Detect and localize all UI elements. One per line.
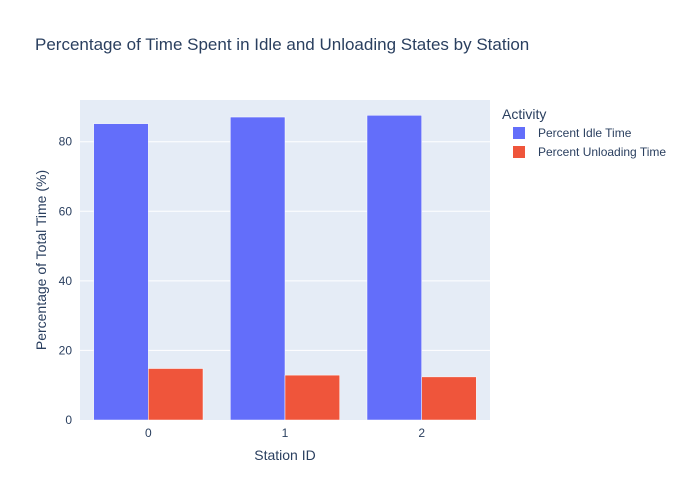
y-tick-label: 40 xyxy=(59,274,73,288)
chart-title: Percentage of Time Spent in Idle and Unl… xyxy=(35,35,529,54)
legend-swatch xyxy=(513,127,525,139)
bar-idle-station-2[interactable] xyxy=(366,115,422,421)
y-tick-label: 60 xyxy=(59,204,73,218)
bar-unloading-station-2[interactable] xyxy=(421,376,477,421)
x-tick-label: 0 xyxy=(145,426,152,440)
x-tick-labels: 0 1 2 xyxy=(145,426,425,440)
x-tick-label: 1 xyxy=(282,426,289,440)
y-tick-label: 20 xyxy=(59,343,73,357)
bar-idle-station-0[interactable] xyxy=(93,123,149,421)
x-tick-label: 2 xyxy=(418,426,425,440)
y-tick-label: 80 xyxy=(59,135,73,149)
bar-unloading-station-1[interactable] xyxy=(284,374,340,421)
legend-title: Activity xyxy=(502,106,546,122)
legend[interactable]: Activity Percent Idle Time Percent Unload… xyxy=(502,106,666,159)
x-axis-title: Station ID xyxy=(254,447,315,463)
legend-item-label: Percent Idle Time xyxy=(538,126,632,140)
legend-swatch xyxy=(513,146,525,158)
y-tick-labels: 0 20 40 60 80 xyxy=(59,135,73,427)
legend-item-label: Percent Unloading Time xyxy=(538,145,666,159)
y-tick-label: 0 xyxy=(65,413,72,427)
y-axis-title: Percentage of Total Time (%) xyxy=(33,170,49,350)
bar-idle-station-1[interactable] xyxy=(230,116,286,421)
bars xyxy=(93,115,477,421)
bar-unloading-station-0[interactable] xyxy=(148,368,204,421)
